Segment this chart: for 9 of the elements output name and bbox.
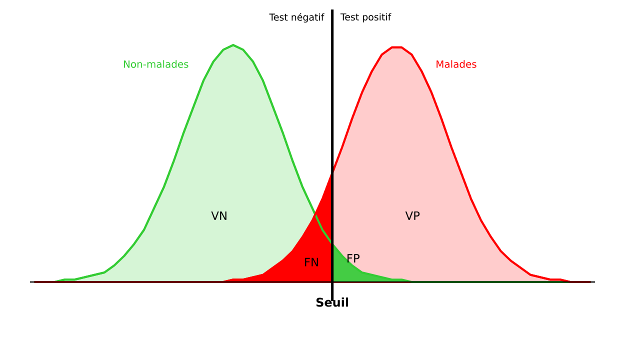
annotation: VN: [211, 211, 226, 220]
series-label: Malades: [436, 60, 476, 68]
text: Seuil: [316, 298, 348, 307]
annotation: FP: [348, 254, 360, 262]
annotation: FN: [305, 258, 318, 266]
text: Test négatif: [269, 13, 324, 23]
text: Test positif: [340, 13, 392, 22]
series-label: Non-malades: [124, 60, 188, 68]
annotation: VP: [405, 211, 420, 220]
